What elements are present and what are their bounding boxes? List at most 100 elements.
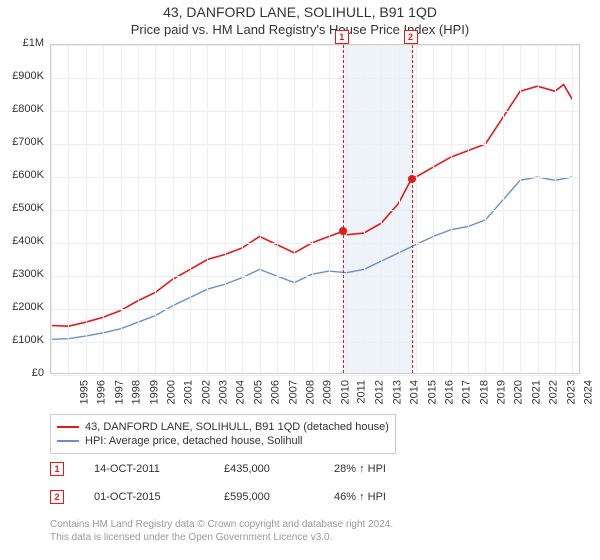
event-marker-ref: 1 — [50, 462, 64, 476]
legend-item: HPI: Average price, detached house, Soli… — [57, 435, 389, 447]
x-tick-label: 2019 — [496, 380, 508, 404]
x-tick-label: 2011 — [356, 380, 368, 404]
y-tick-label: £500K — [0, 202, 44, 214]
event-row: 1 14-OCT-2011 £435,000 28% ↑ HPI — [50, 462, 386, 476]
gridline-v — [121, 45, 122, 373]
gridline-v — [190, 45, 191, 373]
gridline-v — [572, 45, 573, 373]
y-tick-label: £800K — [0, 103, 44, 115]
x-tick-label: 2001 — [183, 380, 195, 404]
gridline-v — [312, 45, 313, 373]
gridline-h — [51, 144, 579, 145]
gridline-v — [138, 45, 139, 373]
gridline-v — [294, 45, 295, 373]
legend-swatch — [57, 426, 79, 428]
x-tick-label: 2024 — [582, 380, 594, 404]
gridline-v — [277, 45, 278, 373]
x-tick-label: 2012 — [374, 380, 386, 404]
legend-item: 43, DANFORD LANE, SOLIHULL, B91 1QD (det… — [57, 421, 389, 433]
gridline-v — [329, 45, 330, 373]
x-tick-label: 2020 — [513, 380, 525, 404]
gridline-h — [51, 276, 579, 277]
gridline-v — [260, 45, 261, 373]
legend-swatch — [57, 440, 79, 442]
y-tick-label: £300K — [0, 268, 44, 280]
gridline-v — [225, 45, 226, 373]
gridline-v — [346, 45, 347, 373]
gridline-v — [433, 45, 434, 373]
gridline-h — [51, 243, 579, 244]
gridline-v — [485, 45, 486, 373]
legend-label: 43, DANFORD LANE, SOLIHULL, B91 1QD (det… — [85, 421, 389, 433]
y-tick-label: £900K — [0, 70, 44, 82]
chart-subtitle: Price paid vs. HM Land Registry's House … — [0, 22, 600, 37]
y-tick-label: £100K — [0, 334, 44, 346]
y-tick-label: £0 — [0, 367, 44, 379]
gridline-v — [451, 45, 452, 373]
x-tick-label: 2018 — [478, 380, 490, 404]
gridline-h — [51, 45, 579, 46]
gridline-h — [51, 309, 579, 310]
gridline-v — [51, 45, 52, 373]
chart-title: 43, DANFORD LANE, SOLIHULL, B91 1QD — [0, 0, 600, 20]
x-tick-label: 2005 — [252, 380, 264, 404]
chart-container: { "title": "43, DANFORD LANE, SOLIHULL, … — [0, 0, 600, 560]
x-tick-label: 2007 — [287, 380, 299, 404]
sale-point — [339, 227, 347, 235]
footer-line-2: This data is licensed under the Open Gov… — [50, 531, 393, 544]
gridline-v — [242, 45, 243, 373]
x-tick-label: 2008 — [304, 380, 316, 404]
gridline-v — [503, 45, 504, 373]
gridline-v — [103, 45, 104, 373]
gridline-h — [51, 342, 579, 343]
event-vline — [343, 45, 344, 373]
gridline-v — [416, 45, 417, 373]
event-delta: 28% ↑ HPI — [334, 463, 386, 475]
x-tick-label: 1999 — [148, 380, 160, 404]
gridline-h — [51, 375, 579, 376]
gridline-h — [51, 111, 579, 112]
x-tick-label: 2006 — [270, 380, 282, 404]
plot-area — [50, 44, 580, 374]
x-tick-label: 2013 — [391, 380, 403, 404]
x-tick-label: 2021 — [530, 380, 542, 404]
x-tick-label: 2015 — [426, 380, 438, 404]
x-tick-label: 2009 — [322, 380, 334, 404]
legend-label: HPI: Average price, detached house, Soli… — [85, 435, 303, 447]
legend: 43, DANFORD LANE, SOLIHULL, B91 1QD (det… — [50, 414, 396, 454]
gridline-v — [520, 45, 521, 373]
event-date: 01-OCT-2015 — [94, 491, 194, 503]
gridline-h — [51, 210, 579, 211]
gridline-v — [468, 45, 469, 373]
gridline-h — [51, 177, 579, 178]
x-tick-label: 2023 — [565, 380, 577, 404]
event-price: £595,000 — [224, 491, 304, 503]
y-tick-label: £1M — [0, 37, 44, 49]
x-tick-label: 1998 — [131, 380, 143, 404]
x-tick-label: 2017 — [461, 380, 473, 404]
x-tick-label: 2000 — [165, 380, 177, 404]
y-tick-label: £700K — [0, 136, 44, 148]
gridline-v — [86, 45, 87, 373]
x-tick-label: 2016 — [443, 380, 455, 404]
y-tick-label: £600K — [0, 169, 44, 181]
y-tick-label: £400K — [0, 235, 44, 247]
gridline-v — [381, 45, 382, 373]
footer-attribution: Contains HM Land Registry data © Crown c… — [50, 518, 393, 544]
event-delta: 46% ↑ HPI — [334, 491, 386, 503]
event-vline — [412, 45, 413, 373]
x-tick-label: 1996 — [96, 380, 108, 404]
event-date: 14-OCT-2011 — [94, 463, 194, 475]
gridline-v — [399, 45, 400, 373]
gridline-v — [173, 45, 174, 373]
x-tick-label: 1997 — [113, 380, 125, 404]
gridline-v — [155, 45, 156, 373]
x-tick-label: 2010 — [339, 380, 351, 404]
gridline-v — [538, 45, 539, 373]
event-price: £435,000 — [224, 463, 304, 475]
x-tick-label: 2022 — [548, 380, 560, 404]
y-tick-label: £200K — [0, 301, 44, 313]
event-marker: 1 — [335, 30, 349, 44]
event-marker: 2 — [404, 30, 418, 44]
gridline-v — [68, 45, 69, 373]
